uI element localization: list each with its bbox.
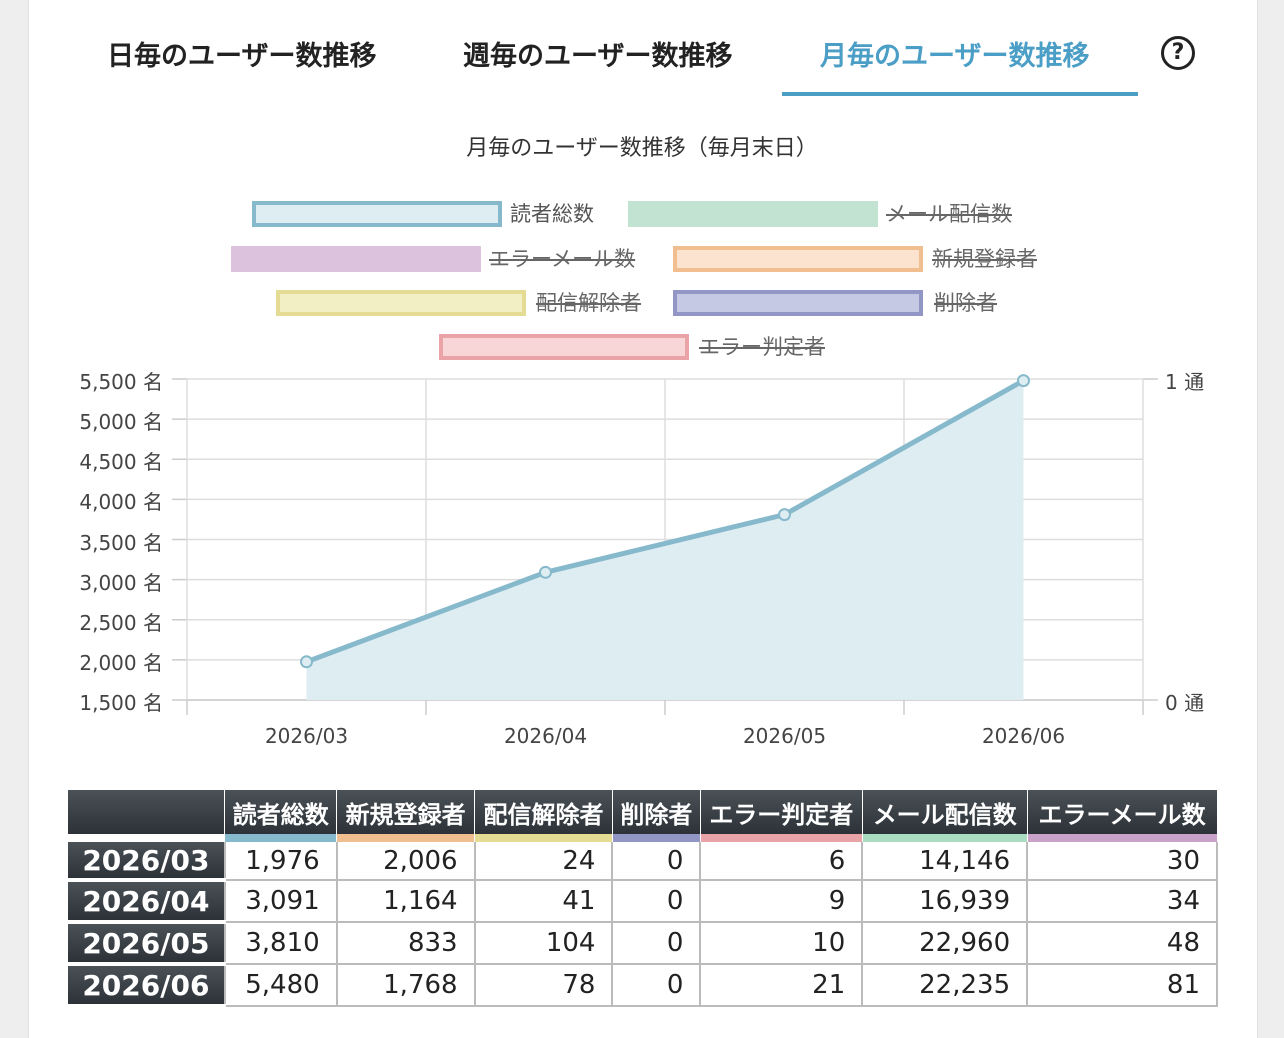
data-point [539, 565, 552, 579]
y-tick-label: 2,500 名 [79, 610, 163, 635]
table-cell: 3,091 [223, 879, 338, 923]
chart-title: 月毎のユーザー数推移（毎月末日） [466, 136, 818, 161]
table-row: 2026/06 5,480 1,768 78 0 21 22,235 81 [68, 963, 1218, 1008]
table-cell: 34 [1026, 879, 1218, 923]
column-header: 配信解除者 [474, 790, 613, 842]
table-cell: 22,960 [861, 921, 1029, 965]
x-tick-label: 2026/05 [742, 724, 827, 748]
row-header: 2026/03 [68, 838, 226, 882]
column-color-bar [700, 834, 862, 842]
data-table: 読者総数 新規登録者 配信解除者 削除者 エラー判定者 メール配信数 エラーメール数 202… [68, 790, 1218, 1008]
x-tick-label: 2026/06 [981, 724, 1066, 748]
row-header: 2026/04 [68, 880, 226, 924]
y-tick-label: 1,500 名 [79, 691, 163, 715]
legend-label: 読者総数 [510, 202, 594, 226]
help-icon[interactable]: ? [1161, 36, 1195, 70]
column-header: エラーメール数 [1027, 790, 1218, 842]
y-tick-label: 5,000 名 [79, 410, 163, 435]
legend-label: エラー判定者 [699, 335, 825, 359]
table-cell: 6 [699, 837, 864, 881]
table-cell: 1,164 [335, 879, 476, 923]
table-cell: 21 [699, 963, 864, 1007]
legend-swatch [628, 201, 878, 227]
column-color-bar [862, 834, 1027, 842]
table-corner [68, 790, 226, 838]
table-cell: 1,768 [335, 963, 476, 1007]
table-cell: 81 [1026, 963, 1218, 1007]
row-header: 2026/06 [68, 964, 226, 1008]
active-tab-indicator [782, 92, 1138, 96]
table-cell: 41 [473, 879, 614, 923]
column-header: 読者総数 [224, 790, 338, 842]
legend-label: 配信解除者 [536, 291, 641, 315]
tab-monthly[interactable]: 月毎のユーザー数推移 [820, 41, 1090, 72]
table-cell: 104 [473, 921, 614, 965]
legend-swatch [252, 201, 502, 227]
y-tick-label: 3,000 名 [79, 570, 163, 595]
table-cell: 48 [1026, 921, 1218, 965]
series-line-0 [305, 378, 1025, 665]
table-row: 2026/03 1,976 2,006 24 0 6 14,146 30 [68, 837, 1218, 882]
legend-swatch [439, 334, 689, 360]
y-tick-label: 4,000 名 [79, 490, 163, 515]
data-point [1017, 374, 1030, 388]
legend-swatch [673, 246, 923, 272]
y-tick-label: 2,000 名 [79, 650, 163, 675]
table-cell: 1,976 [223, 837, 338, 881]
column-header: 削除者 [612, 790, 701, 842]
table-cell: 24 [473, 837, 614, 881]
y-tick-label: 4,500 名 [79, 450, 163, 475]
legend-label: 削除者 [934, 291, 997, 315]
series-area-0 [306, 380, 1024, 700]
column-color-bar [475, 834, 612, 842]
table-cell: 9 [699, 879, 864, 923]
column-color-bar [612, 834, 700, 842]
legend-swatch [673, 290, 923, 316]
table-cell: 833 [335, 921, 476, 965]
y-tick-label: 3,500 名 [79, 530, 163, 555]
chart-plot [172, 374, 1158, 715]
y-tick-label: 5,500 名 [79, 370, 163, 394]
table-cell: 0 [611, 963, 702, 1007]
legend-swatch [276, 290, 526, 316]
column-header: エラー判定者 [700, 790, 863, 842]
table-cell: 5,480 [223, 963, 338, 1007]
column-color-bar [1027, 834, 1217, 842]
data-point [300, 655, 313, 669]
legend-label: メール配信数 [886, 202, 1012, 226]
column-header: メール配信数 [862, 790, 1028, 842]
y2-tick-label: 1 通 [1165, 370, 1205, 394]
table-cell: 0 [611, 837, 702, 881]
row-header: 2026/05 [68, 922, 226, 966]
legend-swatch [231, 246, 481, 272]
table-cell: 22,235 [861, 963, 1029, 1007]
legend-label: 新規登録者 [932, 247, 1037, 271]
column-color-bar [225, 834, 337, 842]
table-cell: 78 [473, 963, 614, 1007]
table-cell: 10 [699, 921, 864, 965]
data-point [778, 508, 791, 522]
tab-weekly[interactable]: 週毎のユーザー数推移 [463, 41, 733, 72]
x-tick-label: 2026/03 [264, 724, 349, 748]
tab-daily[interactable]: 日毎のユーザー数推移 [107, 41, 377, 72]
table-row: 2026/04 3,091 1,164 41 0 9 16,939 34 [68, 879, 1218, 924]
y2-tick-label: 0 通 [1165, 691, 1205, 715]
table-cell: 2,006 [335, 837, 476, 881]
column-color-bar [337, 834, 475, 842]
table-cell: 3,810 [223, 921, 338, 965]
table-cell: 0 [611, 879, 702, 923]
table-cell: 16,939 [861, 879, 1029, 923]
table-cell: 0 [611, 921, 702, 965]
table-cell: 30 [1026, 837, 1218, 881]
table-cell: 14,146 [861, 837, 1029, 881]
legend-label: エラーメール数 [489, 247, 636, 271]
column-header: 新規登録者 [336, 790, 476, 842]
table-row: 2026/05 3,810 833 104 0 10 22,960 48 [68, 921, 1218, 966]
x-tick-label: 2026/04 [503, 724, 588, 748]
